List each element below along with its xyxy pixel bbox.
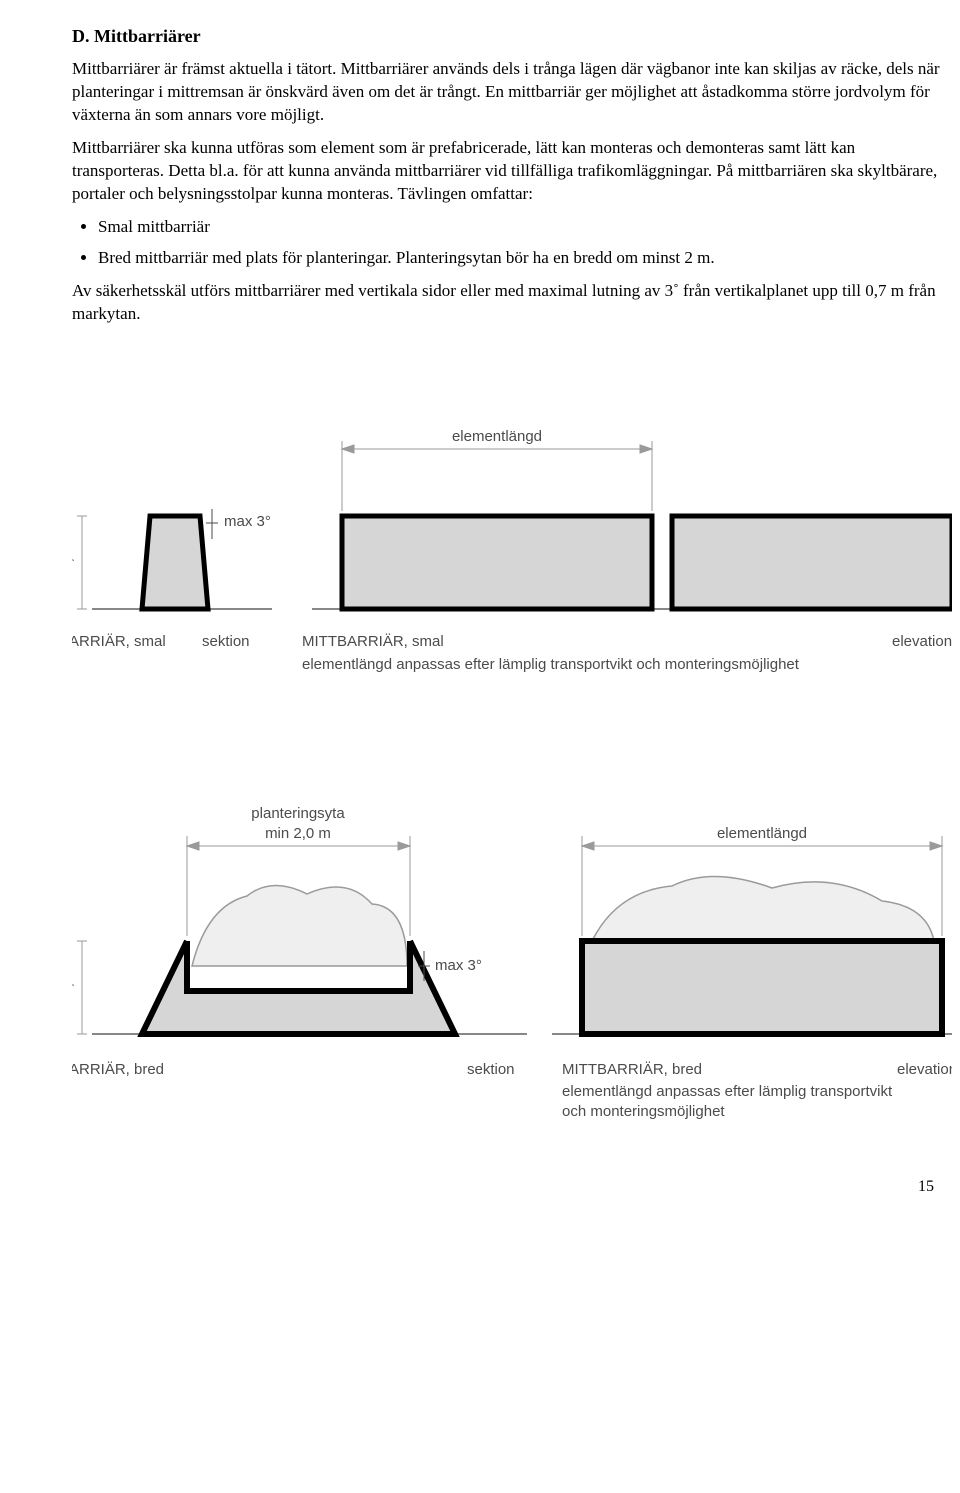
bullet-list: Smal mittbarriär Bred mittbarriär med pl… — [72, 216, 942, 270]
caption-bred-section-title: MITTBARRIÄR, bred — [72, 1061, 164, 1078]
dim-max3: max 3° — [224, 513, 271, 530]
list-item: Smal mittbarriär — [98, 216, 942, 239]
caption-elevation-b: elevation — [897, 1061, 952, 1078]
dim-elementlangd-top: elementlängd — [452, 428, 542, 445]
caption-smal-elev-sub: elementlängd anpassas efter lämplig tran… — [302, 656, 800, 673]
caption-bred-elev-sub1: elementlängd anpassas efter lämplig tran… — [562, 1083, 893, 1100]
page-number: 15 — [72, 1176, 942, 1198]
diagram-smal: min 0,7 m max 3° MITTBARRIÄR, smal sekti… — [72, 401, 942, 711]
paragraph-1: Mittbarriärer är främst aktuella i tätor… — [72, 58, 942, 127]
paragraph-2: Mittbarriärer ska kunna utföras som elem… — [72, 137, 942, 206]
dim-elementlangd-b: elementlängd — [717, 825, 807, 842]
caption-smal-elev-title: MITTBARRIÄR, smal — [302, 633, 444, 650]
caption-section-b: sektion — [467, 1061, 515, 1078]
caption-smal-section-title: MITTBARRIÄR, smal — [72, 633, 166, 650]
list-item: Bred mittbarriär med plats för planterin… — [98, 247, 942, 270]
caption-section: sektion — [202, 633, 250, 650]
dim-planteringsyta-dim: min 2,0 m — [265, 825, 331, 842]
diagram-bred: planteringsyta min 2,0 m min 0,7 m max 3… — [72, 786, 942, 1126]
dim-min07: min 0,7 m — [72, 533, 76, 599]
caption-bred-elev-sub2: och monteringsmöjlighet — [562, 1103, 725, 1120]
dim-min07-b: min 0,7 m — [72, 958, 76, 1024]
dim-max3-b: max 3° — [435, 957, 482, 974]
section-heading: D. Mittbarriärer — [72, 24, 942, 48]
caption-bred-elev-title: MITTBARRIÄR, bred — [562, 1061, 702, 1078]
paragraph-3: Av säkerhetsskäl utförs mittbarriärer me… — [72, 280, 942, 326]
dim-planteringsyta: planteringsyta — [251, 805, 345, 822]
caption-elevation: elevation — [892, 633, 952, 650]
